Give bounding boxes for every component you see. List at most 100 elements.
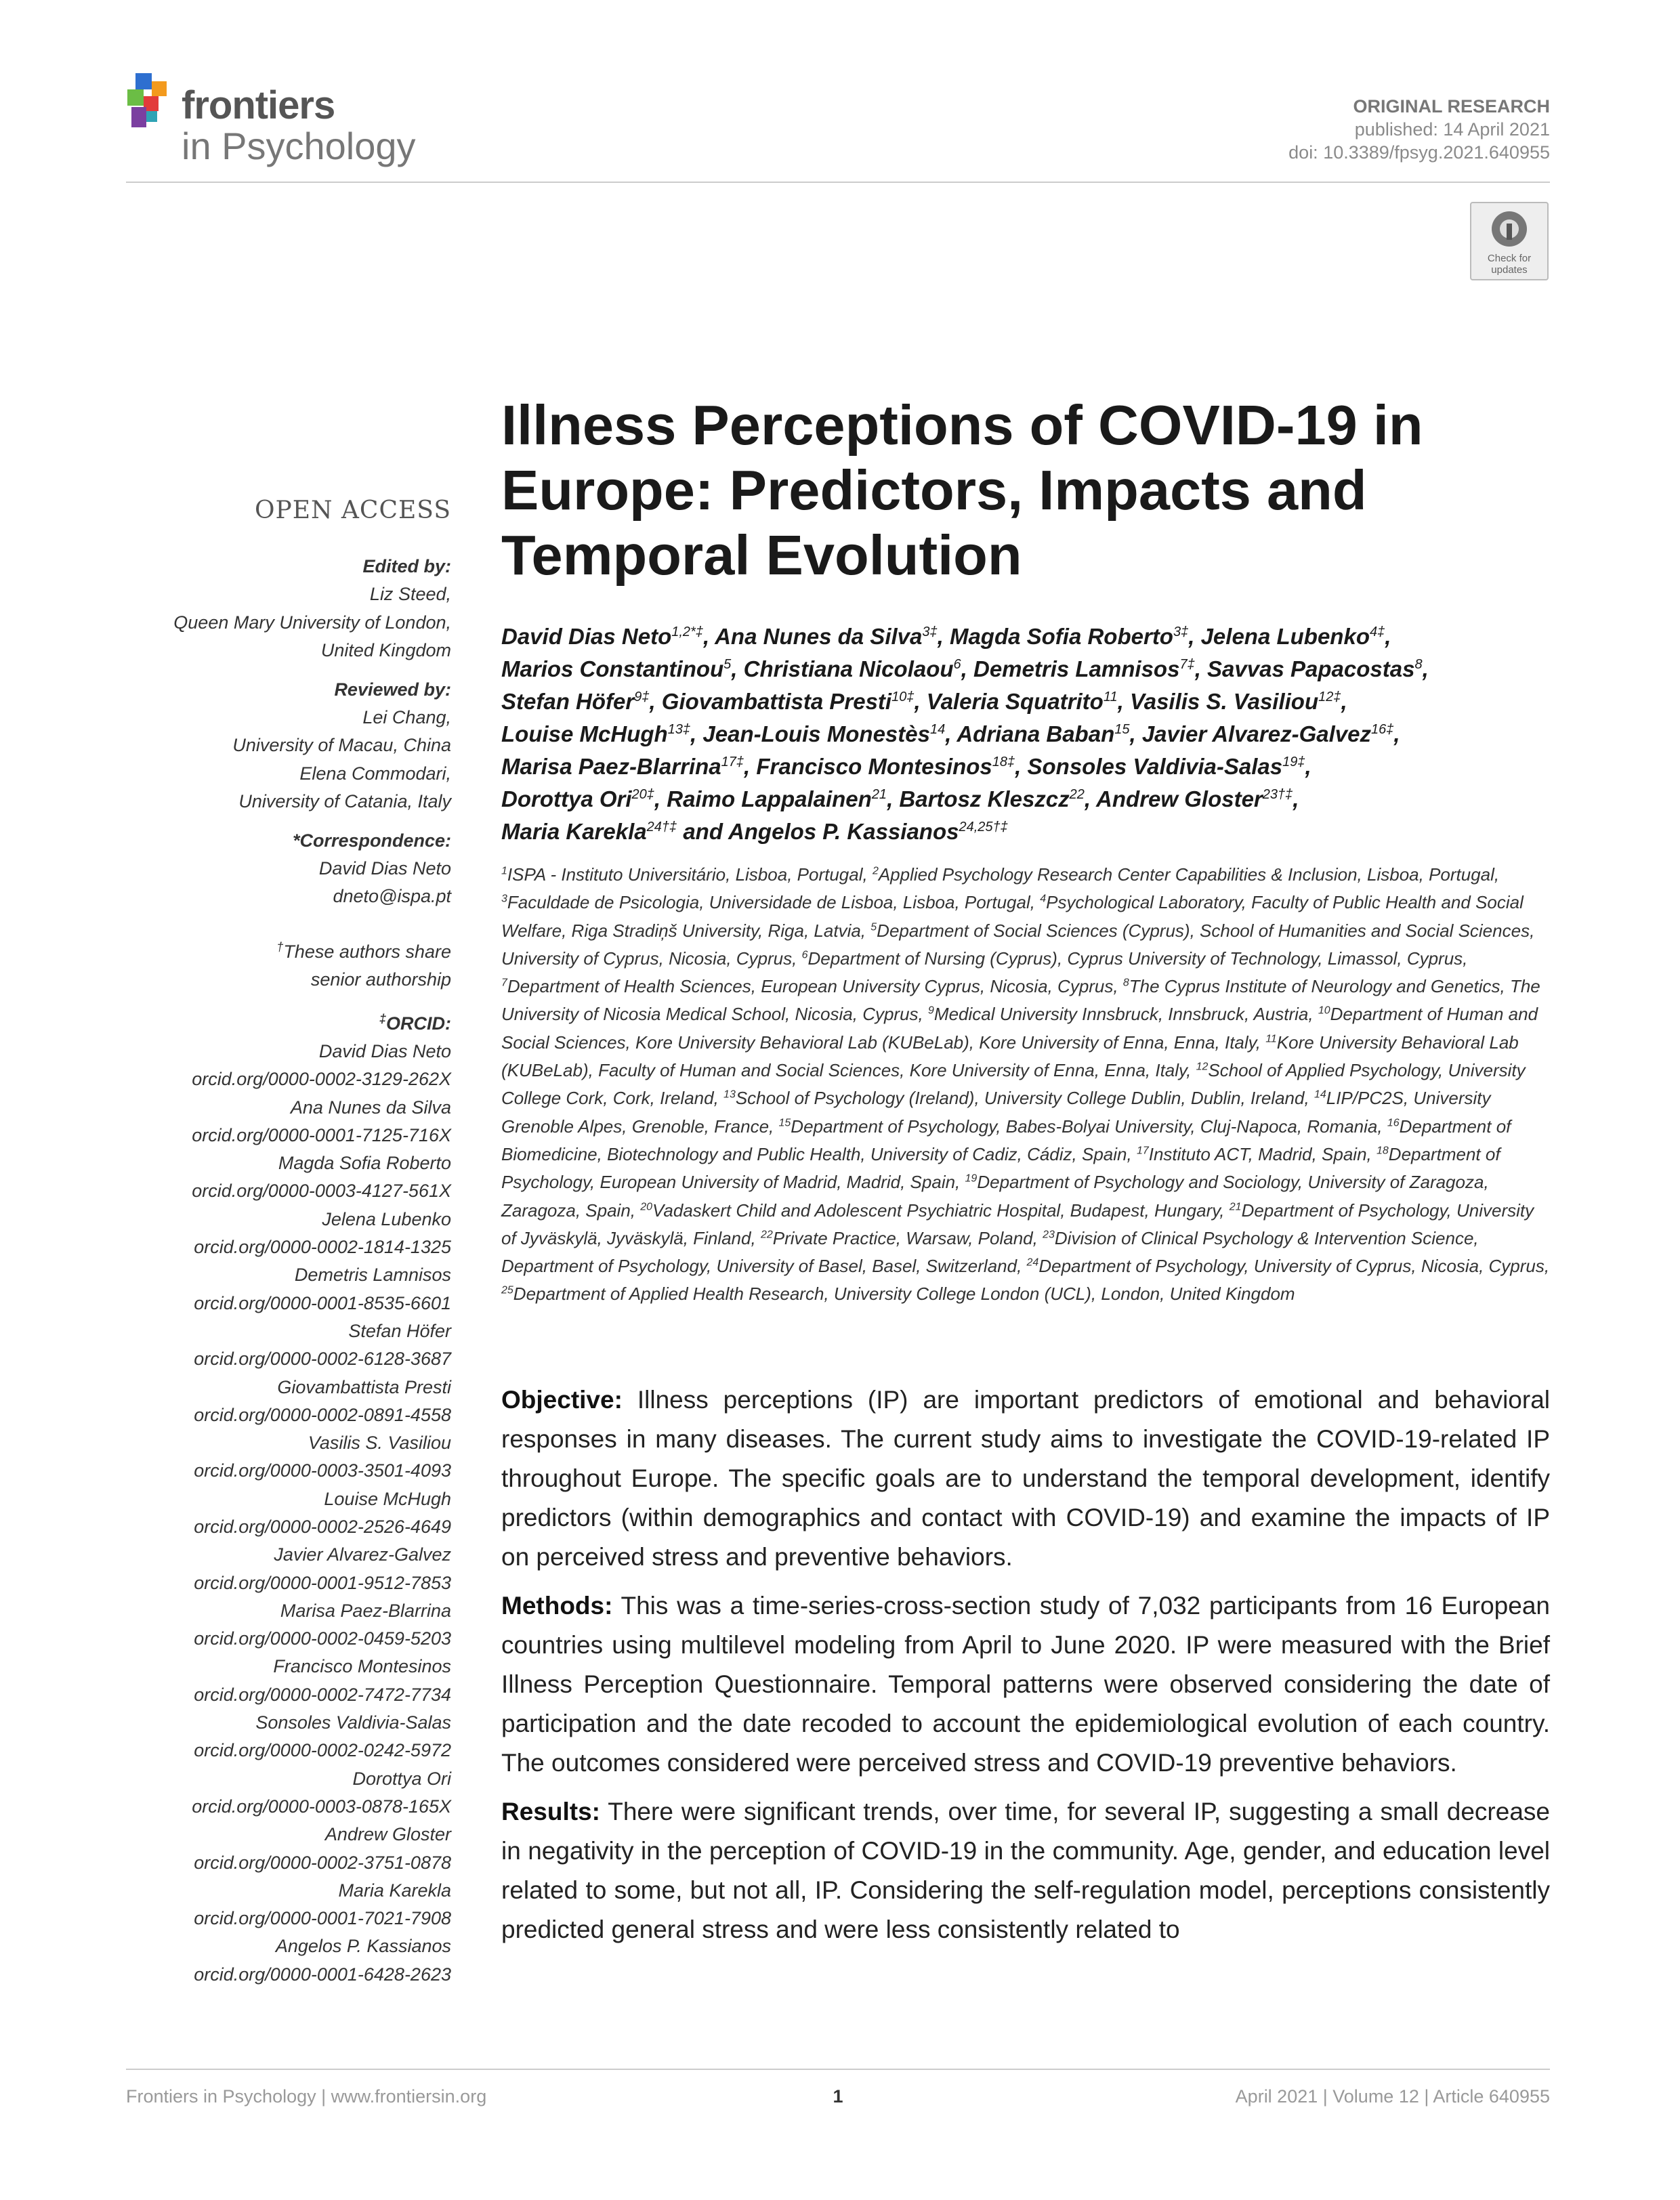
affiliation-text: Private Practice, Warsaw, Poland, xyxy=(772,1227,1038,1248)
author: Marisa Paez-Blarrina17‡, xyxy=(501,754,750,779)
affiliation-text: Department of Psychology, European Unive… xyxy=(501,1143,1500,1193)
affiliation: 18Department of Psychology, European Uni… xyxy=(501,1144,1500,1192)
orcid-id: orcid.org/0000-0003-4127-561X xyxy=(192,1181,451,1202)
orcid-name: Javier Alvarez-Galvez xyxy=(274,1544,451,1565)
affiliation-text: LIP/PC2S, University Grenoble Alpes, Gre… xyxy=(501,1088,1491,1137)
affiliation: 24Department of Psychology, University o… xyxy=(1027,1256,1550,1276)
sidebar: OPEN ACCESS Edited by: Liz Steed, Queen Mar… xyxy=(112,494,451,1989)
author: Demetris Lamnisos7‡, xyxy=(973,656,1201,681)
affiliation: 8The Cyprus Institute of Neurology and G… xyxy=(501,976,1540,1024)
affiliation: 5Department of Social Sciences (Cyprus),… xyxy=(501,921,1534,969)
author-name: Andrew Gloster xyxy=(1096,786,1263,811)
author-name: Savvas Papacostas xyxy=(1207,656,1415,681)
badge-icon xyxy=(1492,211,1527,247)
author-name: Francisco Montesinos xyxy=(756,754,992,779)
author-affiliation: 10‡ xyxy=(891,690,915,704)
orcid-id: orcid.org/0000-0002-0891-4558 xyxy=(194,1404,451,1425)
author-name: Magda Sofia Roberto xyxy=(949,624,1173,649)
orcid-name: Andrew Gloster xyxy=(324,1824,451,1845)
author-name: Demetris Lamnisos xyxy=(973,656,1180,681)
author-line: Dorottya Ori20‡, Raimo Lappalainen21, Ba… xyxy=(501,783,1558,816)
author-separator: , xyxy=(1084,786,1091,811)
author-name: Jelena Lubenko xyxy=(1200,624,1370,649)
orcid-name: Francisco Montesinos xyxy=(273,1656,451,1677)
affiliation-number: 20 xyxy=(640,1200,653,1212)
affiliation-number: 7 xyxy=(501,977,507,989)
author-separator: , xyxy=(649,689,656,714)
article-type: ORIGINAL RESEARCH xyxy=(1353,96,1550,117)
orcid-name: Magda Sofia Roberto xyxy=(278,1153,451,1174)
author-separator: , xyxy=(937,624,944,649)
sidebar-line: Liz Steed, xyxy=(369,584,451,605)
affiliation-number: 14 xyxy=(1314,1088,1326,1101)
affiliation-number: 25 xyxy=(501,1284,513,1296)
affiliation-number: 17 xyxy=(1136,1145,1149,1157)
affiliation-text: Department of Psychology, Babes-Bolyai U… xyxy=(791,1116,1383,1137)
author-separator: , xyxy=(1129,721,1136,746)
author: Louise McHugh13‡, xyxy=(501,721,696,746)
author: Bartosz Kleszcz22, xyxy=(899,786,1091,811)
author-separator: , xyxy=(1194,656,1201,681)
author-separator: , xyxy=(1393,721,1400,746)
title-line: Illness Perceptions of COVID-19 in xyxy=(501,394,1423,457)
affiliation-text: Department of Nursing (Cyprus), Cyprus U… xyxy=(807,948,1468,969)
affiliation-text: Department of Psychology and Sociology, … xyxy=(501,1172,1489,1221)
affiliation-number: 24 xyxy=(1026,1256,1039,1269)
author: Stefan Höfer9‡, xyxy=(501,689,656,714)
affiliation-text: Instituto ACT, Madrid, Spain, xyxy=(1148,1143,1372,1164)
sidebar-line: Lei Chang, xyxy=(362,706,451,727)
author-name: Marisa Paez-Blarrina xyxy=(501,754,721,779)
affiliation-number: 19 xyxy=(965,1172,978,1185)
orcid-id: orcid.org/0000-0001-6428-2623 xyxy=(194,1964,451,1985)
orcid-label: ORCID: xyxy=(386,1013,451,1034)
orcid-id: orcid.org/0000-0002-2526-4649 xyxy=(194,1517,451,1537)
orcid-id: orcid.org/0000-0002-3129-262X xyxy=(192,1069,451,1090)
author-affiliation: 17‡ xyxy=(721,755,744,769)
author-name: Dorottya Ori xyxy=(501,786,632,811)
note-text: senior authorship xyxy=(310,969,451,990)
author-name: Jean-Louis Monestès xyxy=(702,721,930,746)
author-name: Ana Nunes da Silva xyxy=(715,624,923,649)
author-separator: , xyxy=(1293,786,1299,811)
author: Angelos P. Kassianos24,25†‡ xyxy=(728,819,1008,844)
check-updates-badge[interactable]: Check for updates xyxy=(1470,202,1549,280)
affiliation: 15Department of Psychology, Babes-Bolyai… xyxy=(779,1116,1383,1137)
author-separator: , xyxy=(1188,624,1195,649)
author: Vasilis S. Vasiliou12‡, xyxy=(1130,689,1347,714)
logo-block xyxy=(152,81,167,96)
journal-name: in Psychology xyxy=(182,125,416,167)
author: Jelena Lubenko4‡, xyxy=(1201,624,1391,649)
sidebar-line: University of Catania, Italy xyxy=(238,790,451,811)
orcid-id: orcid.org/0000-0003-0878-165X xyxy=(192,1796,451,1817)
author-line: Maria Karekla24†‡ and Angelos P. Kassian… xyxy=(501,816,1558,848)
footer-journal: Frontiers in Psychology | www.frontiersi… xyxy=(126,2086,487,2107)
author-separator: , xyxy=(744,754,751,779)
author-name: Bartosz Kleszcz xyxy=(899,786,1070,811)
note-line: senior authorship xyxy=(112,966,451,994)
author-affiliation: 20‡ xyxy=(631,787,654,802)
footer: Frontiers in Psychology | www.frontiersi… xyxy=(126,2085,1550,2108)
author-affiliation: 15 xyxy=(1114,722,1130,737)
author-name: Angelos P. Kassianos xyxy=(728,819,959,844)
header-rule xyxy=(126,182,1550,183)
logo-block xyxy=(146,111,157,122)
author: Valeria Squatrito11, xyxy=(927,689,1124,714)
affiliation-number: 9 xyxy=(928,1004,934,1017)
author: Sonsoles Valdivia-Salas19‡, xyxy=(1028,754,1311,779)
orcid-name: Maria Karekla xyxy=(338,1880,451,1901)
abstract-text: This was a time-series-cross-section stu… xyxy=(501,1592,1550,1777)
author: David Dias Neto1,2*‡, xyxy=(501,624,709,649)
title-line: Europe: Predictors, Impacts and xyxy=(501,459,1367,522)
orcid-name: Angelos P. Kassianos xyxy=(275,1936,451,1957)
note-text: These authors share xyxy=(283,941,451,962)
affiliation: 11Kore University Behavioral Lab (KUBeLa… xyxy=(501,1032,1519,1080)
affiliation-number: 4 xyxy=(1040,893,1047,905)
author-separator: , xyxy=(1422,656,1429,681)
author-name: Adriana Baban xyxy=(957,721,1115,746)
author-affiliation: 7‡ xyxy=(1179,657,1195,672)
affiliation-number: 8 xyxy=(1122,977,1129,989)
logo-block xyxy=(131,107,146,127)
orcid-name: Ana Nunes da Silva xyxy=(290,1097,451,1118)
affiliation-text: Department of Biomedicine, Biotechnology… xyxy=(501,1116,1511,1164)
